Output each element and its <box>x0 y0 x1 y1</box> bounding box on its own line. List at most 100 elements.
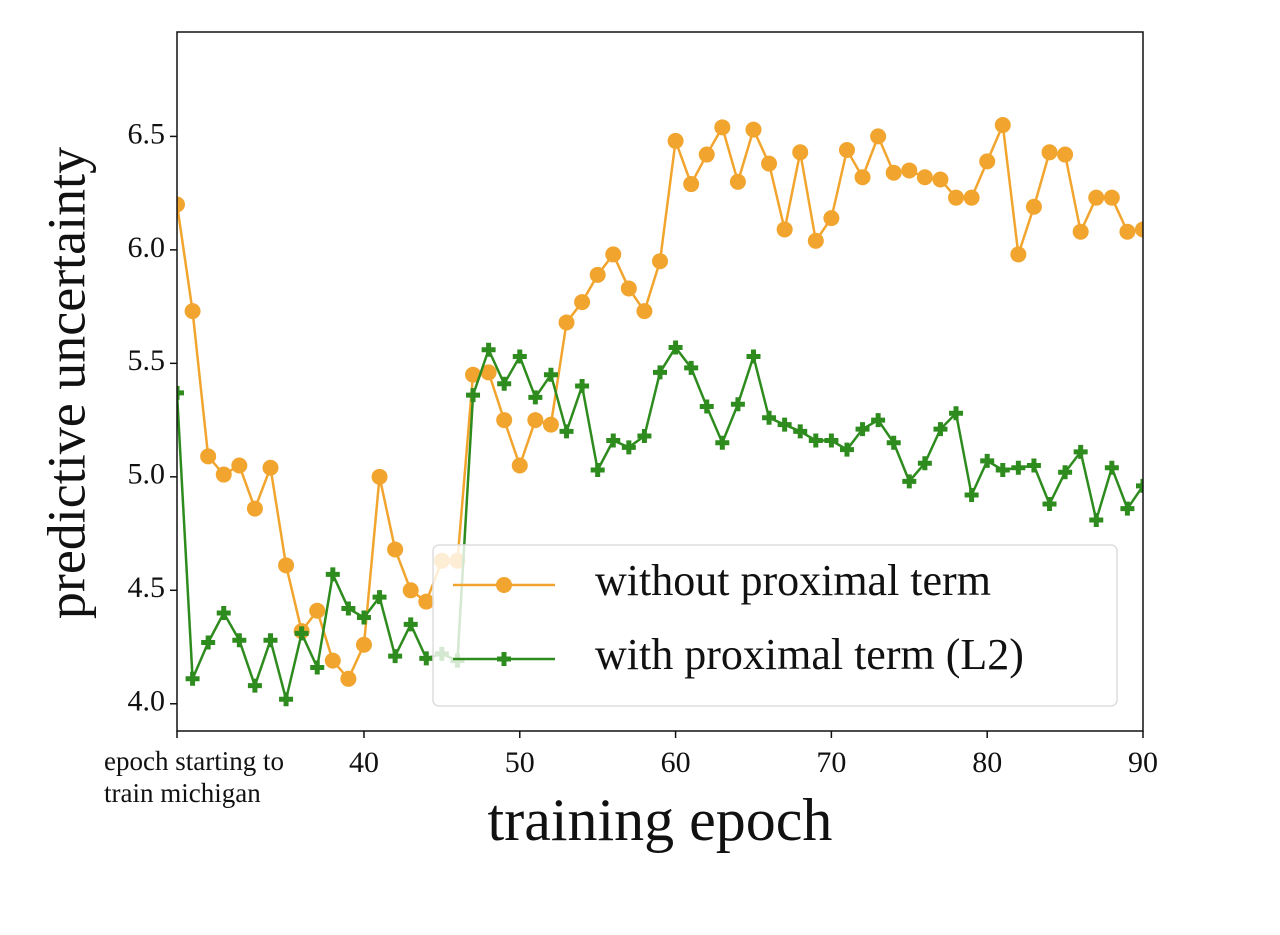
marker <box>371 468 388 485</box>
y-tick-label: 6.5 <box>128 117 166 150</box>
y-tick-label: 5.5 <box>128 344 166 377</box>
marker <box>653 365 667 380</box>
marker <box>964 487 979 502</box>
marker <box>1135 221 1143 238</box>
marker <box>372 590 387 605</box>
marker <box>838 142 855 159</box>
marker <box>793 424 808 439</box>
marker <box>948 189 965 206</box>
marker <box>684 360 699 375</box>
marker <box>231 457 248 474</box>
marker <box>309 602 326 619</box>
marker <box>933 422 948 437</box>
marker <box>808 433 823 448</box>
y-tick-label: 4.0 <box>128 685 166 718</box>
marker <box>886 435 901 450</box>
marker <box>278 557 295 574</box>
marker <box>527 412 544 429</box>
marker <box>1042 497 1057 512</box>
marker <box>1010 246 1027 263</box>
marker <box>341 601 356 616</box>
marker <box>1103 189 1120 206</box>
marker <box>1072 223 1089 240</box>
marker <box>636 303 653 320</box>
marker <box>246 500 263 517</box>
y-tick-label: 6.0 <box>128 231 166 264</box>
marker <box>294 626 309 641</box>
marker <box>980 453 995 468</box>
y-tick-label: 5.0 <box>128 458 166 491</box>
marker <box>262 459 279 476</box>
marker <box>590 463 605 478</box>
marker <box>325 567 340 582</box>
marker <box>185 671 200 686</box>
marker <box>683 176 700 193</box>
marker <box>511 457 528 474</box>
marker <box>1025 198 1042 215</box>
marker <box>652 253 668 270</box>
marker <box>575 379 590 394</box>
marker <box>496 412 513 429</box>
marker <box>606 433 621 448</box>
marker <box>279 692 294 707</box>
marker <box>668 340 683 355</box>
marker <box>901 162 918 179</box>
marker <box>807 232 824 249</box>
marker <box>902 474 917 489</box>
marker <box>714 119 731 136</box>
marker <box>745 121 762 138</box>
marker <box>418 593 435 610</box>
x-tick-label: 70 <box>816 746 846 779</box>
marker <box>1120 501 1135 516</box>
marker <box>885 164 902 181</box>
marker <box>699 399 714 414</box>
marker <box>559 424 574 439</box>
marker <box>949 406 964 421</box>
marker <box>1089 512 1104 527</box>
marker <box>480 364 497 381</box>
marker <box>1026 458 1041 473</box>
marker <box>839 442 854 457</box>
marker <box>201 635 216 650</box>
marker <box>605 246 622 263</box>
marker <box>465 366 482 383</box>
marker <box>761 155 778 172</box>
marker <box>200 448 217 465</box>
x-tick-label: 90 <box>1128 746 1158 779</box>
marker <box>497 376 512 391</box>
marker <box>177 385 184 400</box>
x-tick-label: 40 <box>349 746 379 779</box>
marker <box>621 440 636 455</box>
marker <box>1058 465 1073 480</box>
plot <box>177 117 1143 707</box>
marker <box>823 210 840 227</box>
marker <box>1136 478 1143 493</box>
marker <box>574 294 591 311</box>
marker <box>263 633 278 648</box>
marker <box>715 435 730 450</box>
marker <box>215 466 232 483</box>
marker <box>528 390 543 405</box>
marker <box>637 428 652 443</box>
marker <box>854 169 871 186</box>
marker <box>994 117 1011 134</box>
marker <box>355 636 372 653</box>
marker <box>1073 444 1088 459</box>
marker <box>184 303 201 320</box>
marker <box>387 541 404 558</box>
x-tick-label: epoch starting to train michigan <box>104 746 284 809</box>
marker <box>402 582 419 599</box>
marker <box>824 433 839 448</box>
marker <box>762 410 777 425</box>
marker <box>481 342 496 357</box>
y-axis-label: predictive uncertainty <box>36 147 96 619</box>
legend-marker <box>496 577 512 593</box>
marker <box>932 171 949 188</box>
marker <box>247 678 262 693</box>
legend-marker <box>497 652 511 666</box>
marker <box>917 456 932 471</box>
legend-label: without proximal term <box>595 556 991 605</box>
marker <box>963 189 980 206</box>
